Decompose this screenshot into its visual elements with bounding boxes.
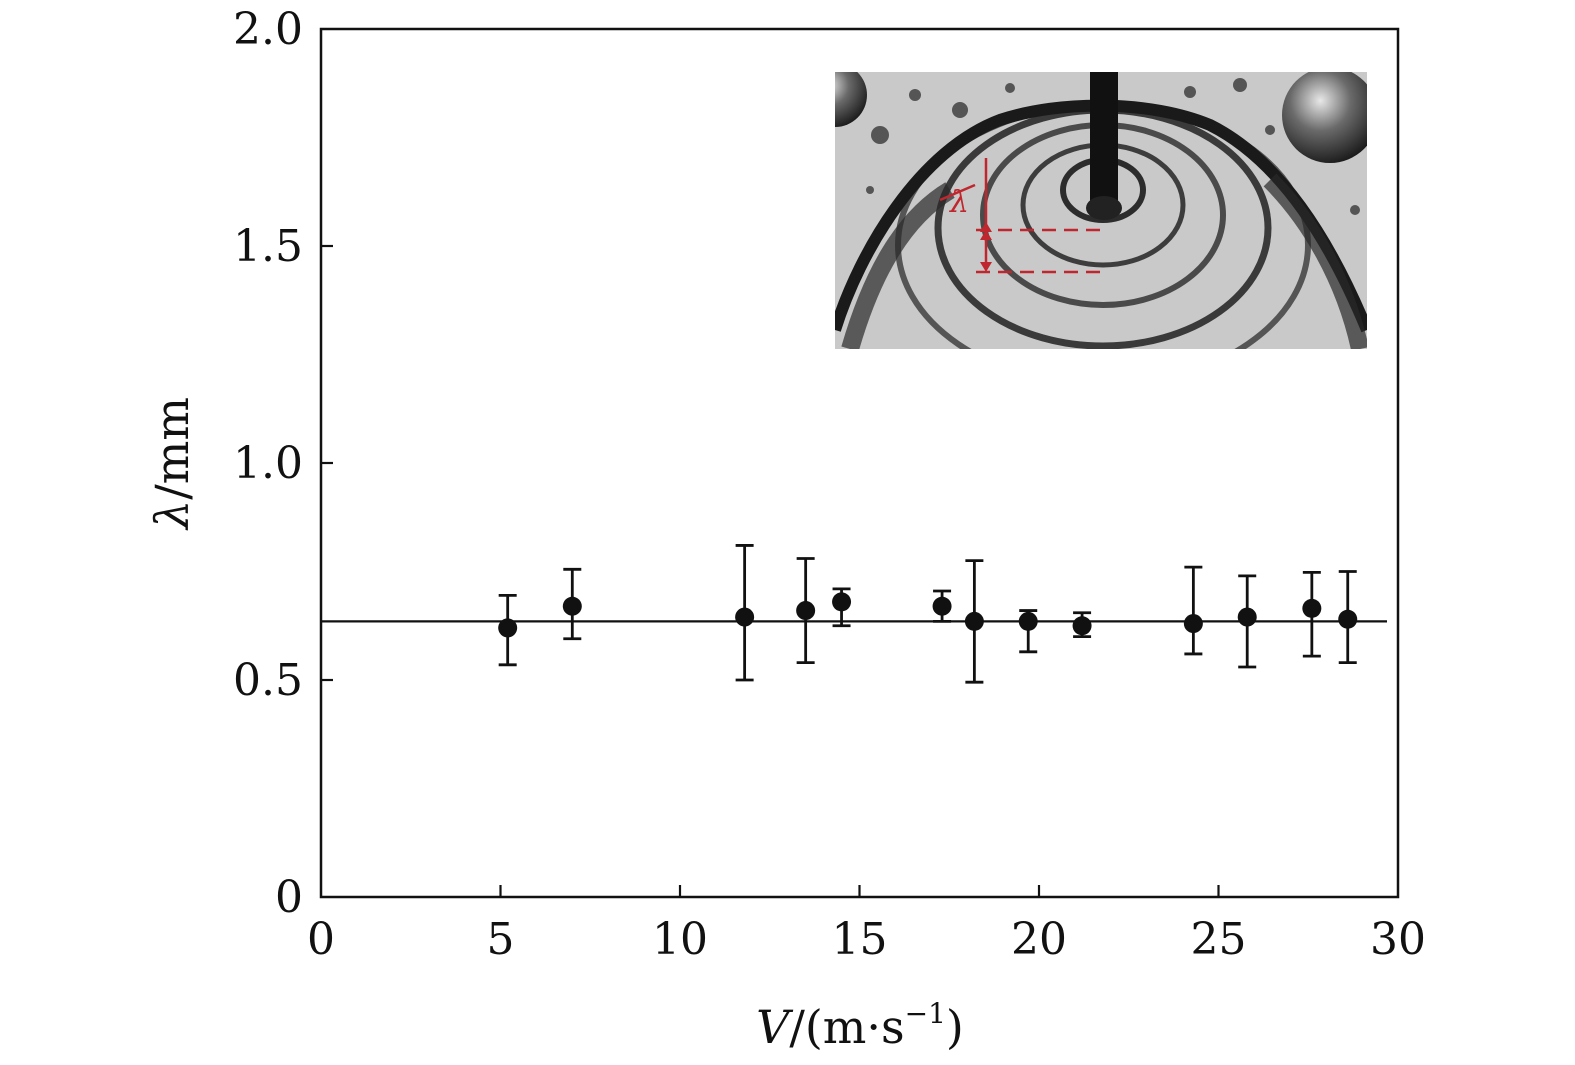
- x-tick-label: 0: [307, 914, 335, 965]
- data-point: [1302, 570, 1322, 658]
- data-point: [498, 593, 518, 667]
- data-point: [735, 544, 755, 682]
- data-point: [796, 557, 816, 665]
- data-point: [1072, 611, 1092, 638]
- x-axis: 0 5 10 15 20 25 30: [307, 885, 1426, 965]
- x-tick-label: 30: [1370, 914, 1426, 965]
- x-tick-label: 15: [832, 914, 888, 965]
- y-axis-label: λ/mm: [145, 397, 199, 531]
- y-tick-label: 0.5: [233, 655, 303, 706]
- data-point: [1183, 565, 1203, 656]
- y-tick-label: 2.0: [233, 4, 303, 55]
- x-tick-label: 5: [487, 914, 515, 965]
- data-point: [1018, 609, 1038, 654]
- data-point: [1237, 574, 1257, 669]
- inset-lambda-label: λ: [949, 185, 969, 220]
- data-points: [498, 544, 1358, 684]
- y-axis: 0 0.5 1.0 1.5 2.0: [233, 4, 333, 923]
- data-point: [562, 567, 582, 641]
- x-axis-label: V/(m·s−1): [756, 997, 964, 1054]
- y-tick-label: 1.0: [233, 438, 303, 489]
- data-point: [1338, 570, 1358, 665]
- x-tick-label: 10: [652, 914, 708, 965]
- y-tick-label: 0: [275, 872, 303, 923]
- x-tick-label: 20: [1011, 914, 1067, 965]
- x-tick-label: 25: [1191, 914, 1247, 965]
- data-point: [964, 559, 984, 684]
- inset-image: λ: [835, 72, 1367, 349]
- y-tick-label: 1.5: [233, 221, 303, 272]
- data-point: [832, 587, 852, 628]
- data-point: [932, 589, 952, 623]
